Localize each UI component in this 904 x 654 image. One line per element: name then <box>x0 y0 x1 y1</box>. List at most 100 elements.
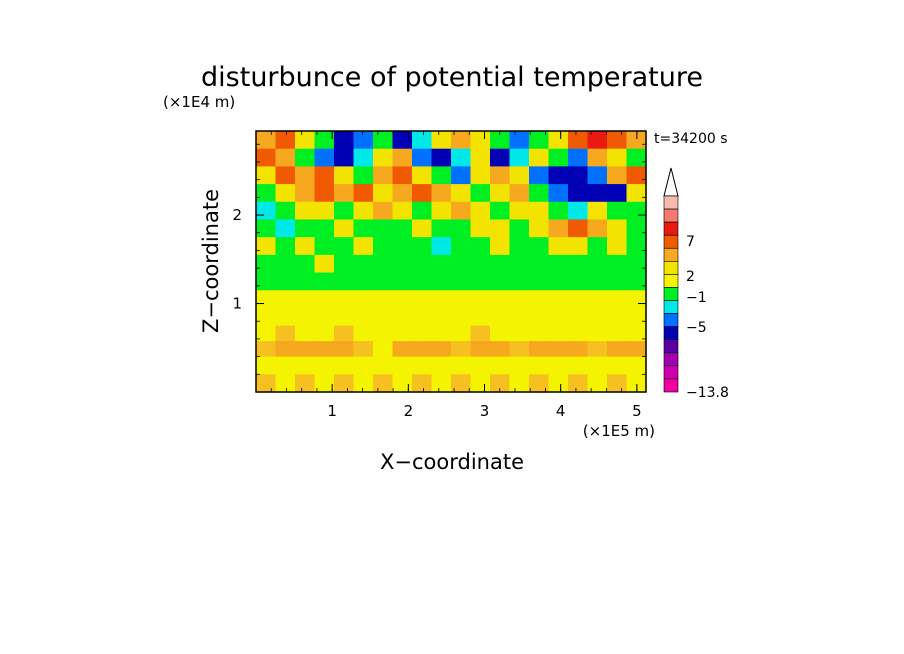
colorbar-tick-label: −13.8 <box>686 385 729 401</box>
heatmap-cell <box>470 237 491 256</box>
heatmap-cell <box>548 254 569 274</box>
heatmap-cell <box>314 201 335 221</box>
heatmap-cell <box>587 131 608 150</box>
heatmap-cell <box>548 237 569 256</box>
heatmap-cell <box>431 290 452 309</box>
heatmap-cell <box>256 374 277 393</box>
heatmap-cell <box>607 341 628 358</box>
heatmap-cell <box>392 148 413 167</box>
heatmap-cell <box>314 307 335 327</box>
heatmap-cell <box>587 272 608 291</box>
heatmap-cell <box>431 325 452 342</box>
heatmap-cell <box>353 237 374 256</box>
heatmap-cell <box>431 237 452 256</box>
heatmap-cell <box>626 325 647 342</box>
heatmap-cell <box>295 131 316 150</box>
heatmap-cell <box>334 237 355 256</box>
heatmap-cell <box>431 374 452 393</box>
heatmap-cell <box>529 254 550 274</box>
heatmap-cell <box>373 131 394 150</box>
heatmap-cell <box>529 307 550 327</box>
heatmap-cell <box>568 201 589 221</box>
heatmap-cell <box>548 290 569 309</box>
heatmap-cell <box>373 290 394 309</box>
heatmap-cell <box>490 201 511 221</box>
heatmap-cell <box>431 131 452 150</box>
heatmap-cell <box>626 237 647 256</box>
heatmap-cell <box>295 307 316 327</box>
heatmap-cell <box>451 148 472 167</box>
heatmap-cell <box>490 219 511 238</box>
heatmap-cell <box>314 374 335 393</box>
heatmap-cell <box>626 341 647 358</box>
heatmap-cell <box>295 272 316 291</box>
heatmap-cell <box>548 374 569 393</box>
heatmap-cell <box>529 237 550 256</box>
heatmap-cell <box>607 307 628 327</box>
y-scale-label: (×1E4 m) <box>163 93 235 111</box>
heatmap-cell <box>587 341 608 358</box>
heatmap-cell <box>431 307 452 327</box>
heatmap-cell <box>607 219 628 238</box>
heatmap-cell <box>392 254 413 274</box>
heatmap-cell <box>587 254 608 274</box>
heatmap-cell <box>256 201 277 221</box>
x-tick-label: 1 <box>327 402 337 420</box>
heatmap-cell <box>607 254 628 274</box>
colorbar-tick-label: 2 <box>686 269 695 285</box>
heatmap-cell <box>568 356 589 375</box>
heatmap-cell <box>275 184 296 203</box>
heatmap-cell <box>470 341 491 358</box>
heatmap-cell <box>607 356 628 375</box>
heatmap-field <box>256 131 647 393</box>
heatmap-cell <box>412 219 433 238</box>
heatmap-cell <box>509 290 530 309</box>
heatmap-cell <box>295 237 316 256</box>
y-tick-label: 2 <box>232 206 242 224</box>
heatmap-cell <box>451 237 472 256</box>
heatmap-cell <box>587 148 608 167</box>
heatmap-cell <box>334 254 355 274</box>
heatmap-cell <box>275 307 296 327</box>
heatmap-cell <box>529 272 550 291</box>
heatmap-cell <box>490 374 511 393</box>
heatmap-cell <box>373 148 394 167</box>
heatmap-cell <box>568 237 589 256</box>
heatmap-cell <box>626 184 647 203</box>
heatmap-cell <box>451 307 472 327</box>
heatmap-cell <box>275 131 296 150</box>
heatmap-cell <box>353 290 374 309</box>
colorbar-segment <box>663 352 679 367</box>
heatmap-cell <box>607 184 628 203</box>
heatmap-cell <box>587 290 608 309</box>
heatmap-cell <box>548 272 569 291</box>
heatmap-cell <box>353 272 374 291</box>
heatmap-cell <box>509 374 530 393</box>
colorbar-segment <box>663 274 679 288</box>
heatmap-cell <box>295 341 316 358</box>
heatmap-cell <box>470 374 491 393</box>
heatmap-cell <box>353 131 374 150</box>
heatmap-cell <box>470 290 491 309</box>
heatmap-cell <box>353 201 374 221</box>
heatmap-cell <box>568 254 589 274</box>
heatmap-cell <box>490 290 511 309</box>
heatmap-cell <box>392 307 413 327</box>
heatmap-cell <box>568 325 589 342</box>
heatmap-cell <box>509 272 530 291</box>
heatmap-cell <box>529 290 550 309</box>
heatmap-cell <box>334 201 355 221</box>
heatmap-cell <box>431 166 452 185</box>
heatmap-cell <box>568 166 589 185</box>
heatmap-cell <box>412 237 433 256</box>
heatmap-cell <box>568 290 589 309</box>
heatmap-cell <box>509 307 530 327</box>
heatmap-cell <box>568 184 589 203</box>
heatmap-cell <box>470 131 491 150</box>
heatmap-cell <box>490 356 511 375</box>
x-axis-label: X−coordinate <box>380 450 524 474</box>
heatmap-cell <box>314 219 335 238</box>
heatmap-cell <box>334 131 355 150</box>
heatmap-cell <box>451 325 472 342</box>
heatmap-cell <box>490 148 511 167</box>
